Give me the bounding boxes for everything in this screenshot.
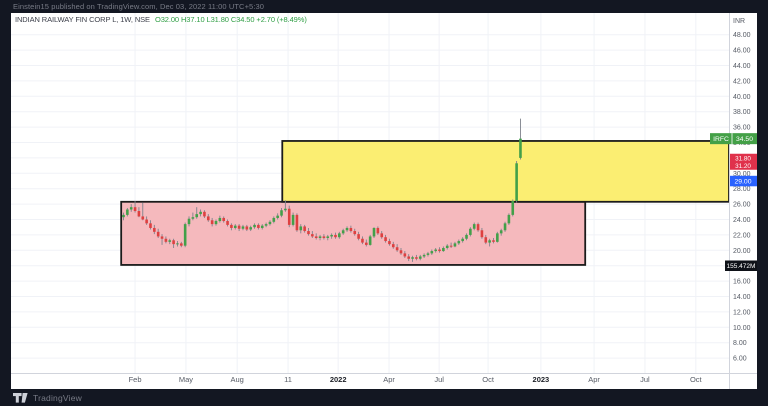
price-tick-label: 36.00 — [733, 125, 751, 132]
price-tick-label: 12.00 — [733, 309, 751, 316]
price-tick-label: 22.00 — [733, 232, 751, 239]
price-tick-label: 6.00 — [733, 356, 747, 363]
price-tick-label: 44.00 — [733, 63, 751, 70]
price-tick-label: 24.00 — [733, 217, 751, 224]
price-axis[interactable]: INR 48.00 46.00 44.00 42.00 40.00 38.00 36.00 34… — [733, 18, 751, 363]
price-tick-label: 26.00 — [733, 202, 751, 209]
price-tick-label: 38.00 — [733, 109, 751, 116]
time-tick-label: 11 — [284, 375, 292, 384]
year-tick-label: 2023 — [533, 375, 550, 384]
price-tick-label: 28.00 — [733, 186, 751, 193]
price-tick-label: 30.00 — [733, 171, 751, 178]
svg-text:31.80: 31.80 — [735, 156, 751, 163]
publish-info-bar: Einstein15 published on TradingView.com,… — [0, 0, 768, 13]
last-price-tag: IRFC 34.50 — [710, 133, 757, 145]
time-tick-label: Oct — [690, 375, 703, 384]
price-tick-label: 48.00 — [733, 32, 751, 39]
footer-bar: TradingView — [0, 389, 768, 406]
symbol-title: INDIAN RAILWAY FIN CORP L, 1W, NSE — [15, 15, 150, 24]
time-tick-label: Oct — [482, 375, 495, 384]
price-tick-label: 10.00 — [733, 325, 751, 332]
price-tick-label: 20.00 — [733, 248, 751, 255]
currency-label: INR — [733, 18, 745, 25]
candlestick-series[interactable] — [122, 118, 522, 262]
volume-value-tag: 155.472M — [725, 260, 757, 271]
breakout-zone-yellow[interactable] — [281, 140, 730, 203]
price-tick-label: 42.00 — [733, 78, 751, 85]
time-tick-label: Aug — [231, 375, 244, 384]
chart-panel: INDIAN RAILWAY FIN CORP L, 1W, NSE O32.00… — [11, 13, 757, 389]
blue-level-tag: 29.00 — [730, 175, 757, 187]
publish-text: Einstein15 published on TradingView.com,… — [13, 2, 265, 11]
symbol-legend: INDIAN RAILWAY FIN CORP L, 1W, NSE O32.00… — [15, 15, 307, 24]
tradingview-brand-label: TradingView — [33, 392, 82, 403]
svg-text:155.472M: 155.472M — [727, 263, 756, 270]
price-tick-label: 14.00 — [733, 294, 751, 301]
svg-text:29.00: 29.00 — [734, 179, 751, 186]
time-tick-label: Apr — [383, 375, 395, 384]
time-tick-label: Jul — [434, 375, 444, 384]
tradingview-logo[interactable] — [13, 392, 28, 403]
consolidation-zone-pink[interactable] — [120, 200, 587, 266]
price-tick-label: 40.00 — [733, 94, 751, 101]
time-axis[interactable]: Feb May Aug 11 2022 Apr Jul Oct 2023 Apr Jul Oct — [129, 375, 703, 384]
ohlc-values: O32.00 H37.10 L31.80 C34.50 +2.70 (+8.49… — [154, 15, 307, 24]
svg-text:34.50: 34.50 — [736, 136, 753, 143]
time-tick-label: Feb — [129, 375, 142, 384]
svg-text:31.20: 31.20 — [735, 163, 751, 170]
price-tick-label: 8.00 — [733, 340, 747, 347]
time-tick-label: Jul — [640, 375, 650, 384]
time-tick-label: Apr — [588, 375, 600, 384]
price-tick-label: 16.00 — [733, 279, 751, 286]
year-tick-label: 2022 — [330, 375, 347, 384]
price-tick-label: 46.00 — [733, 48, 751, 55]
chart-canvas[interactable]: INR 48.00 46.00 44.00 42.00 40.00 38.00 36.00 34… — [11, 13, 757, 389]
time-tick-label: May — [179, 375, 193, 384]
svg-text:IRFC: IRFC — [713, 136, 729, 143]
